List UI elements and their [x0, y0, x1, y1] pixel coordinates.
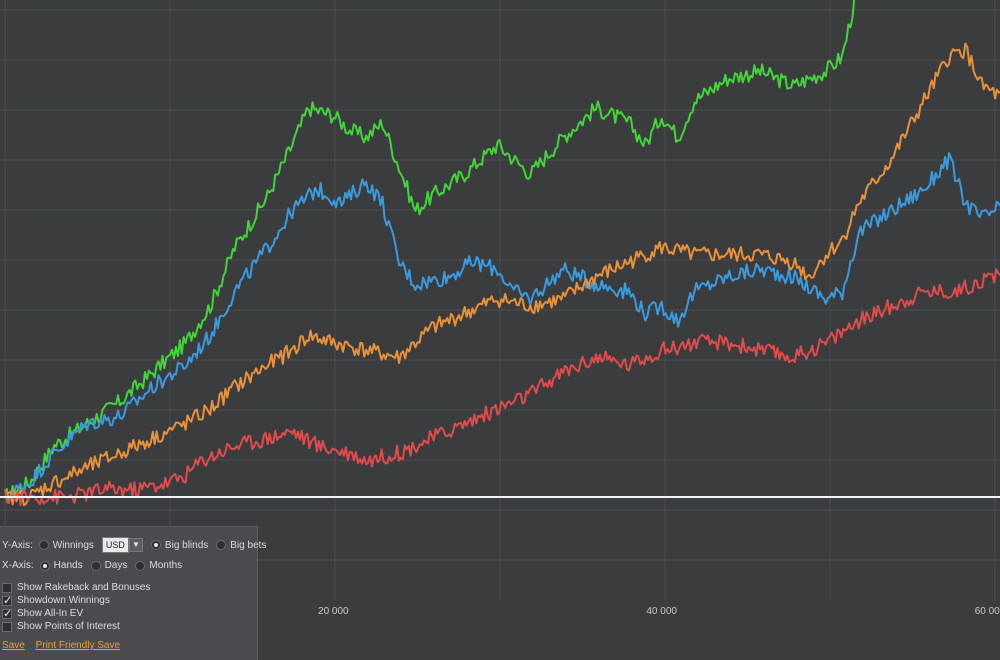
hands-radio[interactable]	[39, 560, 50, 571]
x-axis-row: X-Axis: Hands Days Months	[2, 560, 190, 571]
allin-ev-label: Show All-In EV	[17, 608, 84, 619]
winnings-option[interactable]: Winnings	[38, 539, 94, 551]
rakeback-label: Show Rakeback and Bonuses	[17, 582, 151, 593]
currency-select[interactable]: USD ▼	[101, 537, 143, 553]
months-option[interactable]: Months	[135, 560, 182, 571]
days-label: Days	[104, 560, 128, 571]
y-axis-label: Y-Axis:	[2, 539, 33, 551]
y-axis-row: Y-Axis: Winnings USD ▼ Big blinds Big be…	[2, 537, 274, 553]
showdown-checkbox[interactable]: ✓	[2, 594, 13, 607]
months-radio[interactable]	[135, 560, 146, 571]
hands-option[interactable]: Hands	[39, 560, 83, 571]
series-line-all-in-ev	[4, 152, 1000, 501]
save-links: Save Print Friendly Save	[2, 640, 128, 651]
showdown-row[interactable]: ✓ Showdown Winnings	[2, 595, 110, 606]
series-line-red-line	[4, 268, 1000, 506]
x-tick-labels: 20 000 40 000 60 000	[318, 606, 1000, 617]
big-bets-option[interactable]: Big bets	[216, 540, 266, 551]
save-link[interactable]: Save	[2, 640, 25, 651]
big-blinds-radio[interactable]	[150, 540, 161, 550]
days-option[interactable]: Days	[90, 560, 128, 571]
allin-ev-row[interactable]: ✓ Show All-In EV	[2, 608, 83, 619]
chevron-down-icon[interactable]: ▼	[128, 538, 143, 552]
poi-row[interactable]: Show Points of Interest	[2, 621, 120, 632]
currency-value: USD	[101, 537, 129, 553]
x-tick-label: 60 000	[975, 606, 1000, 617]
x-tick-label: 40 000	[646, 606, 677, 617]
allin-ev-checkbox[interactable]: ✓	[2, 607, 13, 620]
showdown-label: Showdown Winnings	[17, 595, 110, 606]
x-tick-label: 20 000	[318, 606, 349, 617]
graph-options-panel: Y-Axis: Winnings USD ▼ Big blinds Big be…	[0, 526, 266, 660]
rakeback-checkbox[interactable]	[2, 582, 12, 593]
big-bets-label: Big bets	[230, 539, 267, 551]
big-blinds-label: Big blinds	[164, 539, 209, 551]
days-radio[interactable]	[90, 560, 101, 571]
print-friendly-save-link[interactable]: Print Friendly Save	[35, 640, 121, 651]
winnings-radio[interactable]	[38, 540, 49, 550]
grid	[0, 0, 1000, 600]
x-axis-label: X-Axis:	[2, 560, 34, 571]
series-line-winnings	[4, 0, 856, 503]
poi-checkbox[interactable]	[2, 621, 12, 632]
series-line-showdown-winnings	[4, 42, 1000, 506]
hands-label: Hands	[53, 560, 83, 571]
poi-label: Show Points of Interest	[17, 621, 120, 632]
rakeback-row[interactable]: Show Rakeback and Bonuses	[2, 582, 150, 593]
months-label: Months	[149, 560, 183, 571]
winnings-label: Winnings	[52, 539, 94, 551]
series-group	[0, 0, 1000, 506]
big-bets-radio[interactable]	[216, 540, 227, 550]
big-blinds-option[interactable]: Big blinds	[150, 539, 209, 551]
